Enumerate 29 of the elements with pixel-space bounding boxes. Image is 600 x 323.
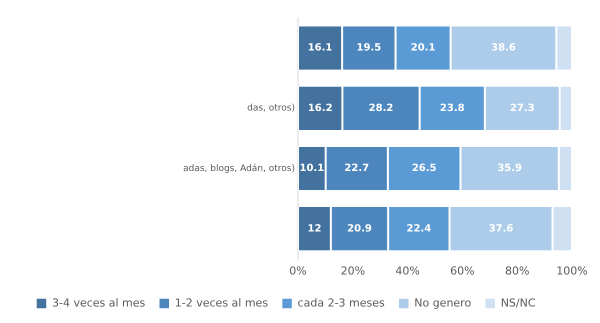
x-tick-label: 80%: [504, 264, 530, 278]
data-label: 19.5: [356, 42, 382, 54]
legend-label: 1-2 veces al mes: [174, 296, 268, 310]
data-label: 37.6: [488, 223, 514, 234]
data-label: 27.3: [510, 102, 535, 114]
x-tick-label: 40%: [395, 264, 420, 278]
data-label: 20.9: [347, 223, 372, 234]
data-label: 28.2: [368, 102, 394, 114]
legend-label: NS/NC: [500, 296, 536, 310]
data-label: 26.5: [412, 163, 437, 174]
data-label: 16.2: [308, 102, 333, 114]
x-tick-label: 0%: [289, 264, 307, 278]
data-label: 16.1: [308, 42, 332, 54]
legend-label: 3-4 veces al mes: [52, 296, 146, 310]
data-label: 23.8: [440, 102, 465, 114]
y-tick-label: das, otros): [247, 104, 295, 114]
legend-label: cada 2-3 meses: [298, 296, 386, 310]
data-label: 35.9: [497, 163, 522, 174]
x-tick-label: 100%: [556, 264, 588, 278]
data-label: 20.1: [410, 42, 436, 54]
data-label: 10.1: [299, 163, 324, 174]
data-label: 38.6: [491, 42, 516, 54]
y-tick-label: adas, blogs, Adán, otros): [183, 162, 295, 174]
x-tick-label: 20%: [340, 264, 366, 278]
x-tick-label: 60%: [450, 264, 475, 278]
legend-label: No genero: [414, 296, 472, 310]
data-label: 22.7: [344, 163, 370, 174]
data-label: 12: [307, 223, 322, 234]
data-label: 22.4: [406, 223, 432, 234]
